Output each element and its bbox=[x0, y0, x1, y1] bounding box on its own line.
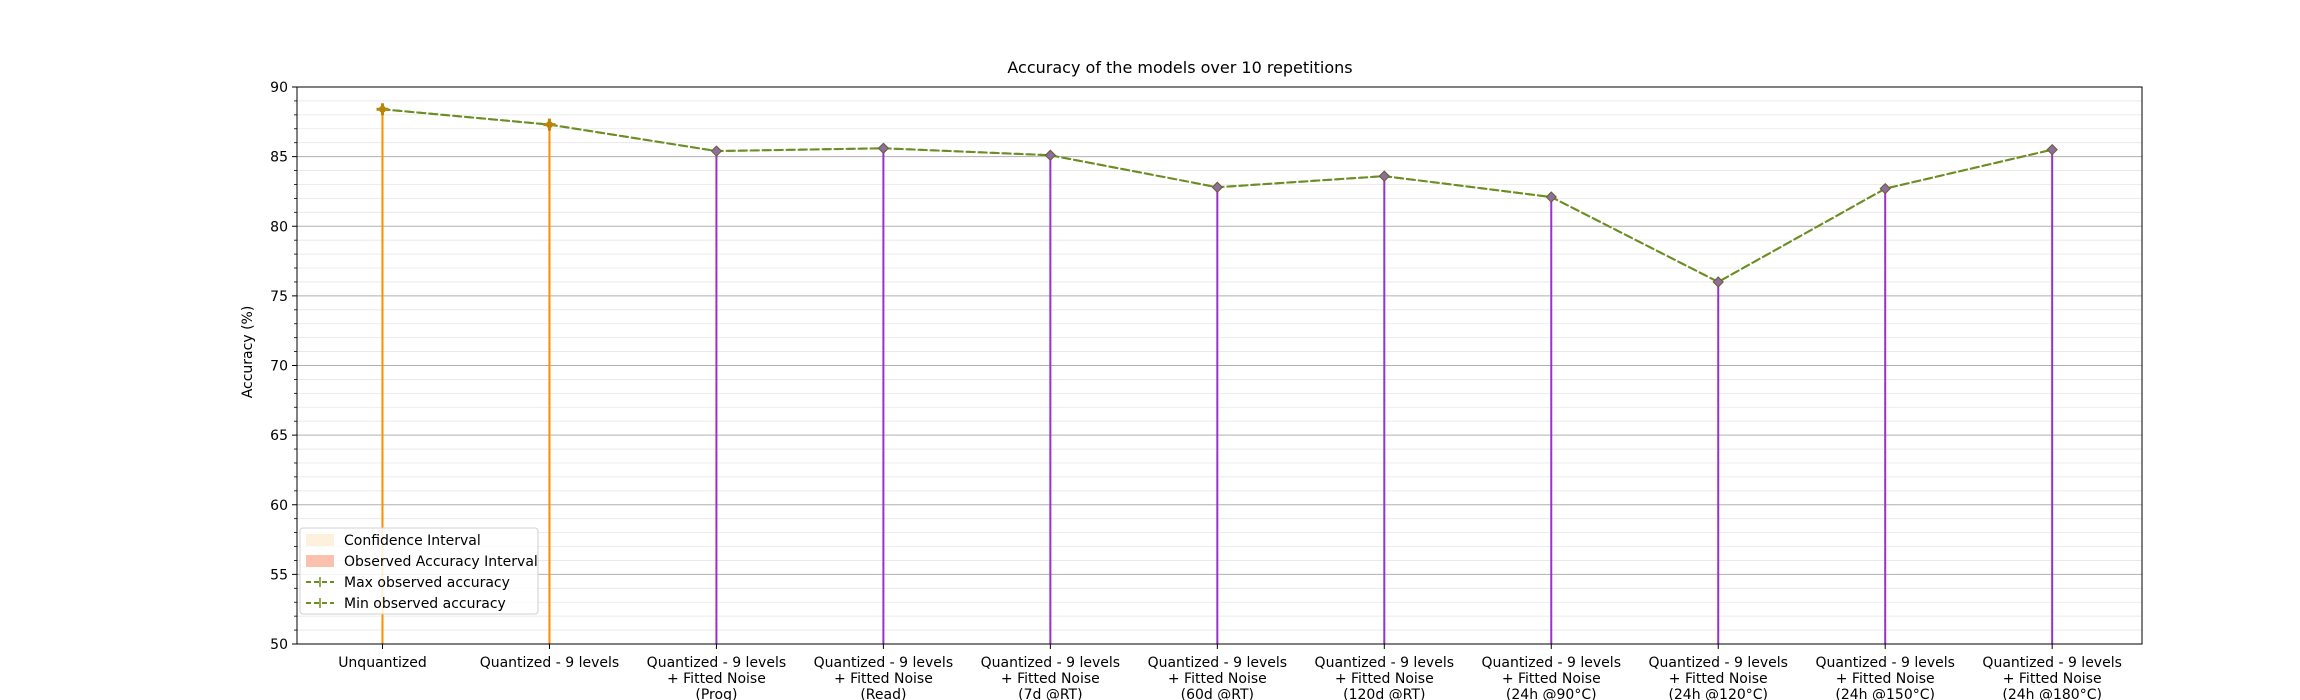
x-tick-label-line: (24h @90°C) bbox=[1506, 687, 1597, 700]
x-tick-label-line: (120d @RT) bbox=[1343, 687, 1425, 700]
x-tick-label-line: (24h @120°C) bbox=[1668, 687, 1768, 700]
y-tick-label: 80 bbox=[270, 219, 288, 235]
data-point-marker bbox=[1545, 191, 1557, 203]
x-tick-label-line: Quantized - 9 levels bbox=[480, 655, 619, 671]
x-tick-label-line: + Fitted Noise bbox=[1836, 671, 1935, 687]
legend-label: Max observed accuracy bbox=[344, 575, 510, 591]
x-tick-label: Unquantized bbox=[338, 655, 427, 671]
x-tick-label-line: + Fitted Noise bbox=[1168, 671, 1267, 687]
x-tick-label-line: (60d @RT) bbox=[1181, 687, 1254, 700]
x-tick-label-line: + Fitted Noise bbox=[1001, 671, 1100, 687]
x-tick-label: Quantized - 9 levels + Fitted Noise (24h @… bbox=[1648, 655, 1787, 700]
data-point-marker bbox=[1879, 182, 1891, 195]
data-point-marker bbox=[545, 121, 553, 129]
data-point-marker bbox=[1378, 170, 1390, 182]
data-point-marker bbox=[2046, 143, 2058, 156]
x-tick-label: Quantized - 9 levels + Fitted Noise (7d @R… bbox=[981, 655, 1120, 700]
y-tick-label: 75 bbox=[270, 289, 288, 305]
x-tick-label: Quantized - 9 levels + Fitted Noise (Prog) bbox=[647, 655, 786, 700]
x-tick-label-line: + Fitted Noise bbox=[1335, 671, 1434, 687]
chart-title: Accuracy of the models over 10 repetitio… bbox=[1007, 58, 1352, 77]
grid-lines bbox=[297, 86, 2142, 645]
x-tick-label-line: Quantized - 9 levels bbox=[1148, 655, 1287, 671]
x-tick-label-line: (24h @180°C) bbox=[2002, 687, 2102, 700]
x-tick-label-line: Quantized - 9 levels bbox=[1315, 655, 1454, 671]
legend-label: Min observed accuracy bbox=[344, 596, 506, 612]
x-tick-label: Quantized - 9 levels + Fitted Noise (24h @… bbox=[1815, 655, 1954, 700]
x-tick-label-line: Quantized - 9 levels bbox=[647, 655, 786, 671]
x-tick-label-line: Quantized - 9 levels bbox=[814, 655, 953, 671]
data-markers bbox=[376, 103, 2058, 288]
y-axis-label: Accuracy (%) bbox=[240, 306, 256, 399]
x-axis-ticks: Unquantized Quantized - 9 levels Quantized… bbox=[338, 644, 2122, 700]
x-tick-label-line: Quantized - 9 levels bbox=[1982, 655, 2121, 671]
x-tick-label-line: (24h @150°C) bbox=[1835, 687, 1935, 700]
x-tick-label: Quantized - 9 levels + Fitted Noise (Read) bbox=[814, 655, 953, 700]
y-tick-label: 85 bbox=[270, 150, 288, 166]
x-tick-label: Quantized - 9 levels + Fitted Noise (120d … bbox=[1315, 655, 1454, 700]
y-tick-label: 60 bbox=[270, 498, 288, 514]
x-tick-label-line: Unquantized bbox=[338, 655, 427, 671]
legend-swatch bbox=[306, 555, 334, 567]
data-point-marker bbox=[1712, 276, 1724, 288]
y-tick-label: 65 bbox=[270, 428, 288, 444]
data-point-marker bbox=[378, 105, 386, 113]
x-tick-label-line: Quantized - 9 levels bbox=[1815, 655, 1954, 671]
data-point-marker bbox=[1211, 181, 1224, 193]
x-tick-label-line: (Read) bbox=[860, 687, 906, 700]
y-tick-label: 90 bbox=[270, 80, 288, 96]
x-tick-label-line: (Prog) bbox=[695, 687, 737, 700]
x-tick-label: Quantized - 9 levels bbox=[480, 655, 619, 671]
y-axis-ticks: 50 55 60 65 70 75 80 85 90 bbox=[270, 80, 297, 653]
x-tick-label-line: + Fitted Noise bbox=[834, 671, 933, 687]
x-tick-label-line: + Fitted Noise bbox=[1502, 671, 1601, 687]
x-tick-label-line: Quantized - 9 levels bbox=[1482, 655, 1621, 671]
legend: Confidence Interval Observed Accuracy Int… bbox=[299, 527, 539, 615]
legend-box bbox=[299, 527, 539, 615]
data-point-marker bbox=[1044, 149, 1057, 161]
data-point-marker bbox=[877, 142, 890, 154]
x-tick-label-line: (7d @RT) bbox=[1018, 687, 1082, 700]
y-tick-label: 55 bbox=[270, 567, 288, 583]
y-tick-label: 70 bbox=[270, 359, 288, 375]
x-tick-label-line: Quantized - 9 levels bbox=[981, 655, 1120, 671]
legend-swatch bbox=[306, 534, 334, 546]
x-tick-label-line: + Fitted Noise bbox=[1669, 671, 1768, 687]
legend-label: Observed Accuracy Interval bbox=[344, 554, 538, 570]
x-tick-label: Quantized - 9 levels + Fitted Noise (24h @… bbox=[1482, 655, 1621, 700]
y-tick-label: 50 bbox=[270, 637, 288, 653]
data-point-marker bbox=[710, 145, 723, 157]
x-tick-label-line: + Fitted Noise bbox=[667, 671, 766, 687]
legend-label: Confidence Interval bbox=[344, 533, 481, 549]
x-tick-label-line: + Fitted Noise bbox=[2003, 671, 2102, 687]
x-tick-label: Quantized - 9 levels + Fitted Noise (60d @… bbox=[1148, 655, 1287, 700]
x-tick-label-line: Quantized - 9 levels bbox=[1648, 655, 1787, 671]
x-tick-label: Quantized - 9 levels + Fitted Noise (24h @… bbox=[1982, 655, 2121, 700]
